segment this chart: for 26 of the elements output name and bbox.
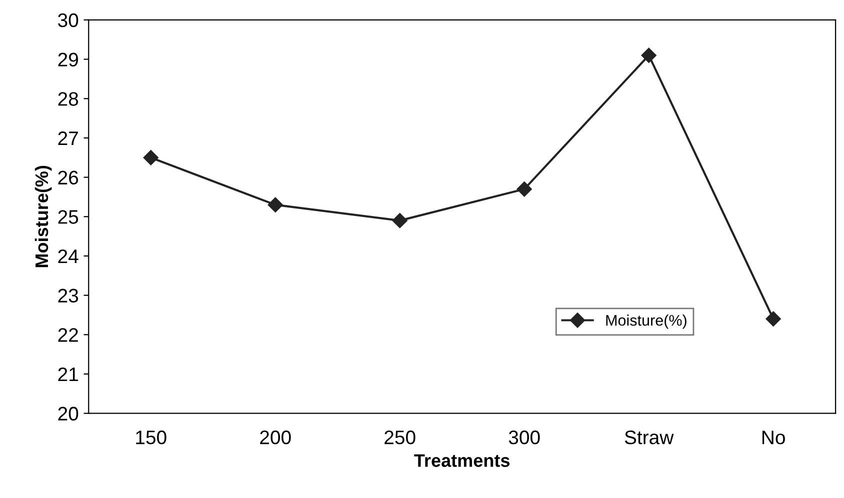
- point: [766, 311, 781, 326]
- x-tick-label: 250: [384, 430, 416, 444]
- y-tick-label: 29: [58, 52, 78, 66]
- point: [143, 150, 158, 166]
- y-tick-label: 28: [58, 92, 78, 106]
- legend-label: Moisture(%): [606, 314, 686, 329]
- y-tick-label: 27: [58, 131, 78, 145]
- y-tick-label: 21: [58, 367, 78, 382]
- y-axis-title: Moisture(%): [34, 166, 52, 268]
- x-tick-label: 300: [508, 430, 540, 444]
- point: [392, 212, 408, 228]
- x-tick-label: Straw: [624, 430, 674, 444]
- x-tick-label: No: [762, 430, 785, 444]
- y-tick-label: 26: [58, 170, 78, 185]
- y-tick-label: 24: [58, 249, 78, 264]
- x-tick-label: 200: [260, 430, 291, 444]
- y-tick-label: 23: [58, 288, 78, 303]
- y-tick-label: 22: [58, 328, 78, 342]
- point: [641, 48, 656, 63]
- y-tick-label: 30: [58, 13, 78, 28]
- x-tick-label: 150: [136, 430, 166, 444]
- x-axis-title: Treatments: [414, 454, 510, 467]
- y-tick-label: 25: [58, 210, 78, 224]
- y-tick-label: 20: [58, 406, 78, 421]
- point: [516, 182, 532, 197]
- point: [268, 197, 283, 212]
